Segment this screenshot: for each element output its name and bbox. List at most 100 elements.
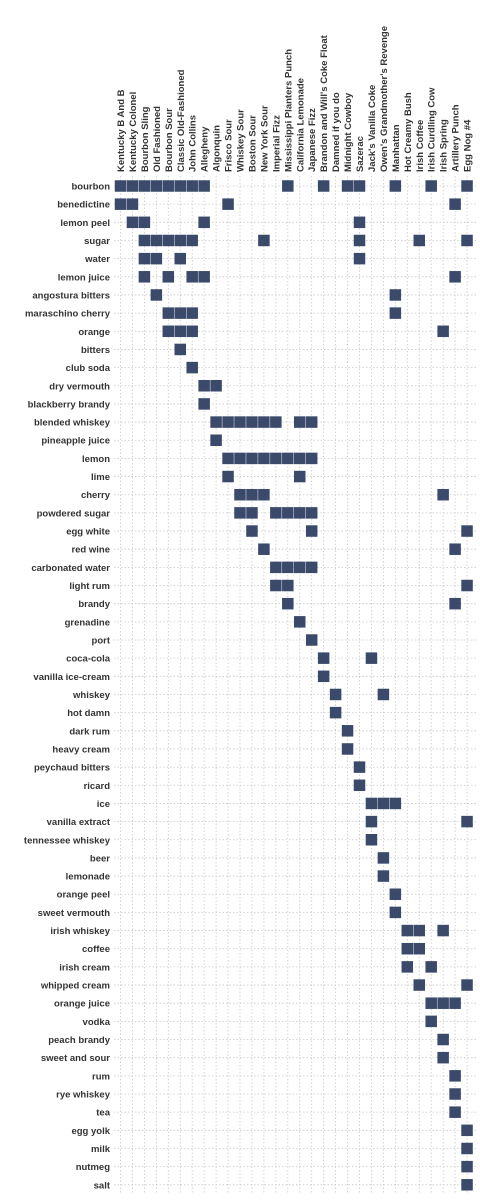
matrix-cell (341, 180, 354, 192)
matrix-cell (282, 452, 294, 465)
matrix-cell (461, 525, 473, 537)
matrix-cell (246, 488, 258, 501)
matrix-cell (305, 525, 318, 537)
column-label: Bourbon Sling (140, 106, 151, 172)
matrix-cell (162, 325, 175, 338)
matrix-cell (138, 252, 151, 265)
column-label: Imperial Fizz (271, 115, 282, 172)
matrix-cell (162, 180, 175, 192)
column-label: Kentucky Colonel (128, 92, 139, 172)
matrix-cell (258, 543, 270, 555)
matrix-cell (389, 906, 402, 919)
matrix-cell (150, 234, 163, 247)
row-label: peychaud bitters (34, 763, 110, 774)
matrix-cell (317, 180, 330, 192)
matrix-cell (186, 307, 198, 319)
row-label: maraschino cherry (25, 309, 111, 320)
matrix-cell (461, 1160, 473, 1173)
column-label: Owen's Grandmother's Revenge (379, 26, 390, 172)
row-label: tennessee whiskey (24, 835, 111, 846)
matrix-cell (198, 398, 210, 410)
matrix-cell (353, 252, 366, 265)
row-label: coca-cola (66, 654, 111, 665)
matrix-cell (401, 942, 414, 955)
matrix-cell (413, 234, 425, 247)
row-label: rye whiskey (56, 1090, 111, 1101)
matrix-cell (126, 180, 139, 192)
column-label: Boston Sour (247, 115, 258, 172)
row-label: ricard (84, 781, 111, 792)
matrix-cell (162, 307, 175, 319)
column-label: Jack's Vanilla Coke (367, 85, 378, 172)
matrix-cell (425, 997, 437, 1009)
matrix-cell (389, 289, 402, 301)
column-label: Japanese Fizz (307, 108, 318, 172)
row-label: water (84, 254, 110, 265)
column-label: Irish Coffee (415, 120, 426, 172)
matrix-cell (258, 452, 270, 465)
row-label: blended whiskey (34, 418, 111, 429)
row-label: bourbon (71, 182, 110, 193)
matrix-cell (294, 416, 306, 428)
matrix-cell (294, 470, 306, 483)
matrix-cell (449, 1088, 461, 1100)
matrix-cell (353, 216, 366, 229)
row-label: red wine (71, 545, 110, 556)
matrix-cell (305, 416, 318, 428)
row-label: lemon peel (60, 218, 110, 229)
matrix-cell (413, 924, 425, 937)
matrix-cell (425, 1015, 437, 1028)
matrix-cell (317, 670, 330, 683)
row-label: ice (97, 799, 110, 810)
row-label: orange (78, 327, 110, 338)
matrix-cell (461, 180, 473, 192)
column-label: Allegheny (200, 126, 211, 172)
matrix-cell (246, 452, 258, 465)
matrix-cell (413, 979, 425, 991)
matrix-cell (222, 198, 234, 210)
row-label: peach brandy (48, 1035, 110, 1046)
column-label: Midnight Cowboy (343, 92, 354, 172)
matrix-cell (174, 307, 186, 319)
matrix-cell (353, 234, 366, 247)
column-label: John Collins (188, 115, 199, 172)
row-label: egg white (66, 527, 110, 538)
row-label: heavy cream (52, 744, 110, 755)
matrix-cell (461, 979, 473, 991)
matrix-cell (365, 797, 378, 810)
matrix-cell (305, 634, 318, 646)
matrix-cell (365, 815, 378, 828)
matrix-cell (449, 1106, 461, 1118)
matrix-cell (294, 507, 306, 519)
matrix-cell (138, 234, 151, 247)
column-label: Old Fashioned (152, 106, 163, 172)
row-label: sweet vermouth (38, 908, 111, 919)
matrix-cell (186, 325, 198, 338)
matrix-cell (174, 252, 186, 265)
matrix-cell (234, 416, 246, 428)
row-label: club soda (66, 363, 111, 374)
matrix-cell (329, 688, 342, 701)
row-label: light rum (69, 581, 110, 592)
column-label: New York Sour (259, 105, 270, 172)
column-label: Whiskey Sour (236, 109, 247, 172)
row-label: grenadine (65, 617, 110, 628)
matrix-cell (258, 234, 270, 247)
row-label: irish cream (59, 962, 110, 973)
matrix-cell (389, 797, 402, 810)
row-label: sweet and sour (41, 1053, 110, 1064)
matrix-cell (222, 470, 234, 483)
matrix-cell (270, 416, 282, 428)
row-label: tea (96, 1108, 110, 1119)
matrix-cell (162, 234, 175, 247)
matrix-cell (401, 924, 414, 937)
row-label: salt (94, 1180, 111, 1191)
matrix-cell (210, 380, 222, 392)
matrix-cell (270, 452, 282, 465)
matrix-cell (282, 597, 294, 610)
row-label: brandy (78, 599, 110, 610)
row-label: milk (91, 1144, 111, 1155)
matrix-cell (461, 1142, 473, 1155)
matrix-cell (162, 271, 175, 283)
